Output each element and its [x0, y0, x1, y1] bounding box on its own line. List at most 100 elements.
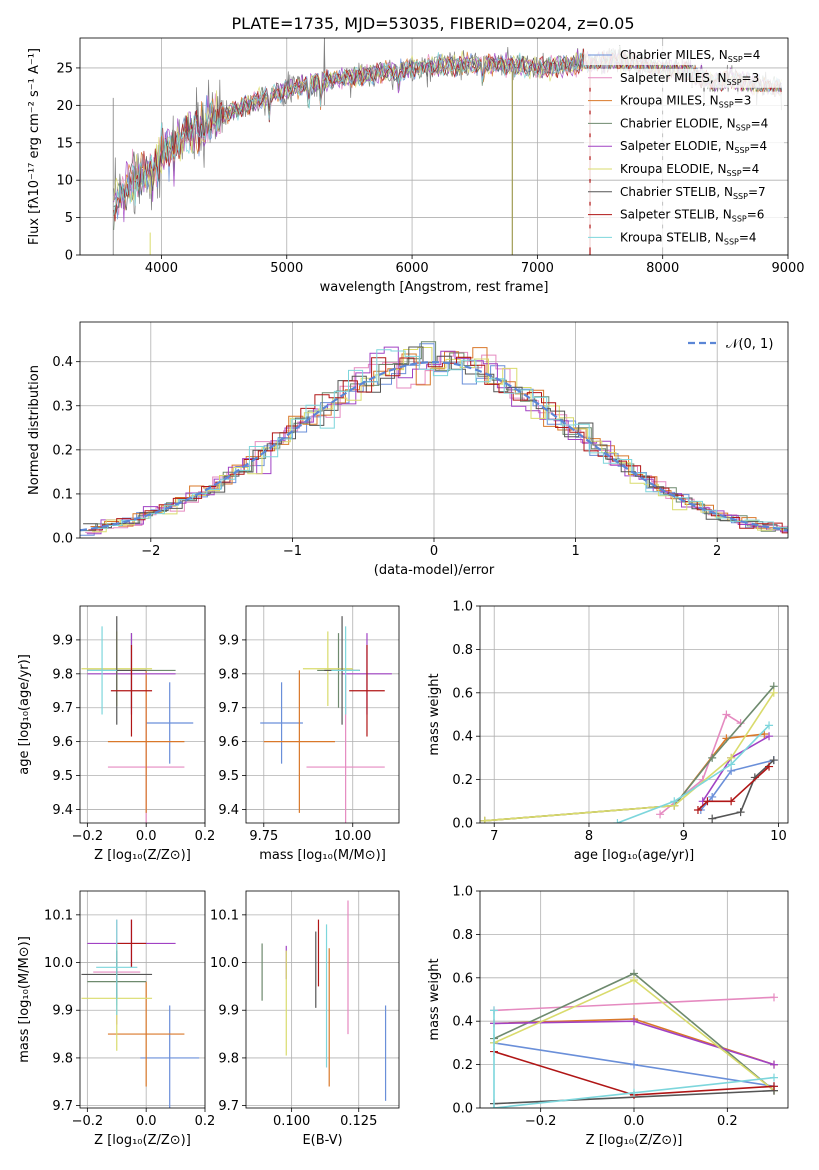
legend-name: Chabrier ELODIE, N [620, 116, 736, 130]
axes-frame [79, 890, 206, 1109]
plot-content [80, 341, 788, 536]
mass-weight-line [493, 1010, 775, 1108]
normal-distribution-curve [80, 360, 788, 532]
ticks: 0.100 0.125 9.7 9.8 9.9 10.0 10.1 [210, 908, 377, 1129]
y-tick-label: 9.6 [218, 735, 239, 750]
legend-name: Salpeter MILES, N [620, 71, 727, 85]
y-tick-label: 0.8 [452, 643, 473, 658]
y-tick-label: 9.6 [52, 735, 73, 750]
legend-name: Chabrier MILES, N [620, 48, 728, 62]
legend-name: Chabrier STELIB, N [620, 185, 733, 199]
y-axis-label: mass weight [427, 673, 442, 755]
legend-label: Salpeter MILES, NSSP=3 [620, 71, 759, 87]
y-tick-label: 9.8 [218, 1051, 239, 1066]
y-tick-label: 9.7 [52, 701, 73, 716]
x-tick-label: 0 [430, 544, 438, 559]
mass-weight-marker [670, 797, 679, 806]
legend-bg [584, 114, 784, 134]
y-tick-label: 9.9 [52, 1004, 73, 1019]
plot-content [261, 900, 387, 1101]
legend-name: Kroupa STELIB, N [620, 230, 724, 244]
legend-suffix: =4 [751, 116, 769, 130]
y-tick-label: 0.6 [452, 971, 473, 986]
legend-label: Kroupa STELIB, NSSP=4 [620, 230, 757, 246]
mass-weight-marker [736, 808, 745, 817]
plot-content [81, 616, 194, 823]
ticks: 9.75 10.00 9.4 9.5 9.6 9.7 9.8 9.9 [218, 633, 371, 844]
x-tick-label: 1 [571, 544, 579, 559]
y-tick-label: 0.2 [452, 1058, 473, 1073]
x-tick-label: 5000 [270, 261, 303, 276]
mass-weight-marker [708, 792, 717, 801]
x-tick-label: −0.2 [525, 1114, 557, 1129]
y-tick-label: 1.0 [452, 600, 473, 615]
y-tick-label: 0.4 [452, 730, 473, 745]
legend-name: Kroupa ELODIE, N [620, 162, 727, 176]
x-tick-label: 2 [713, 544, 721, 559]
y-tick-label: 10.1 [210, 908, 239, 923]
legend-name: Salpeter STELIB, N [620, 208, 732, 222]
legend-bg [584, 205, 784, 225]
y-tick-label: 0.0 [452, 1102, 473, 1117]
legend-subscript: SSP [728, 55, 743, 64]
x-tick-label: −0.2 [72, 1114, 104, 1129]
plot-content [480, 682, 778, 823]
x-axis-label: (data-model)/error [374, 563, 495, 578]
plot-area [246, 606, 399, 823]
mass-weight-marker [770, 1073, 778, 1082]
grid [246, 891, 399, 1108]
axes-frame [79, 321, 789, 539]
legend-subscript: SSP [727, 78, 742, 87]
mass-weight-marker [769, 688, 778, 697]
mass-weight-marker [765, 762, 774, 771]
mass-weight-marker [765, 721, 774, 730]
y-tick-label: 15 [56, 136, 73, 151]
x-tick-label: 10.00 [334, 829, 371, 844]
x-tick-label: 0.0 [136, 829, 157, 844]
ticks: −2 −1 0 1 2 0.0 0.1 0.2 0.3 0.4 [52, 355, 721, 559]
axes-frame [79, 605, 206, 824]
mass-weight-marker [708, 814, 717, 823]
residual-histogram [93, 349, 788, 531]
ticks: 7 8 9 10 0.0 0.2 0.4 0.6 0.8 1.0 [452, 600, 786, 845]
mass-vs-ebv-panel: 0.100 0.125 9.7 9.8 9.9 10.0 10.1 E(B-V) [210, 890, 400, 1148]
ticks: −0.2 0.0 0.2 9.7 9.8 9.9 10.0 10.1 [44, 908, 215, 1129]
y-tick-label: 9.9 [52, 633, 73, 648]
y-tick-label: 9.8 [52, 667, 73, 682]
y-tick-label: 10.0 [44, 956, 73, 971]
plot-content [260, 616, 392, 823]
y-tick-label: 9.5 [218, 769, 239, 784]
x-tick-label: 0.2 [195, 1114, 216, 1129]
mass-weight-marker [703, 797, 712, 806]
legend-label: Salpeter STELIB, NSSP=6 [620, 208, 764, 224]
legend-label: Chabrier ELODIE, NSSP=4 [620, 116, 768, 132]
x-tick-label: 6000 [396, 261, 429, 276]
y-axis-label: Normed distribution [27, 365, 42, 495]
legend-label: Chabrier MILES, NSSP=4 [620, 48, 760, 64]
y-tick-label: 9.9 [218, 633, 239, 648]
residuals-panel: −2 −1 0 1 2 0.0 0.1 0.2 0.3 0.4 (data-model)/error… [27, 321, 789, 578]
y-tick-label: 9.4 [218, 803, 239, 818]
mass-weight-marker [630, 975, 638, 984]
legend-bg [584, 91, 784, 111]
legend-label: 𝒩(0, 1) [726, 337, 773, 352]
x-axis-label: wavelength [Angstrom, rest frame] [320, 280, 549, 295]
legend-subscript: SSP [733, 192, 748, 201]
y-tick-label: 10 [56, 174, 73, 189]
y-tick-label: 9.7 [218, 1099, 239, 1114]
mass-weight-marker [722, 710, 731, 719]
y-tick-label: 5 [65, 211, 73, 226]
mass-weight-marker [770, 993, 778, 1002]
y-tick-label: 0 [65, 249, 73, 264]
y-tick-label: 9.7 [52, 1099, 73, 1114]
legend-suffix: =4 [739, 230, 757, 244]
legend: 𝒩(0, 1) [688, 337, 773, 352]
x-tick-label: 0.125 [340, 1114, 377, 1129]
ticks: 4000 5000 6000 7000 8000 9000 0 5 10 15 20 25 [56, 61, 804, 276]
y-axis-label: mass [log₁₀(M/M⊙)] [17, 936, 32, 1063]
mass-weight-marker [490, 1006, 498, 1015]
residual-histogram [81, 341, 788, 532]
mass-weight-marker [613, 819, 622, 823]
legend-label: Kroupa ELODIE, NSSP=4 [620, 162, 759, 178]
y-tick-label: 10.1 [44, 908, 73, 923]
